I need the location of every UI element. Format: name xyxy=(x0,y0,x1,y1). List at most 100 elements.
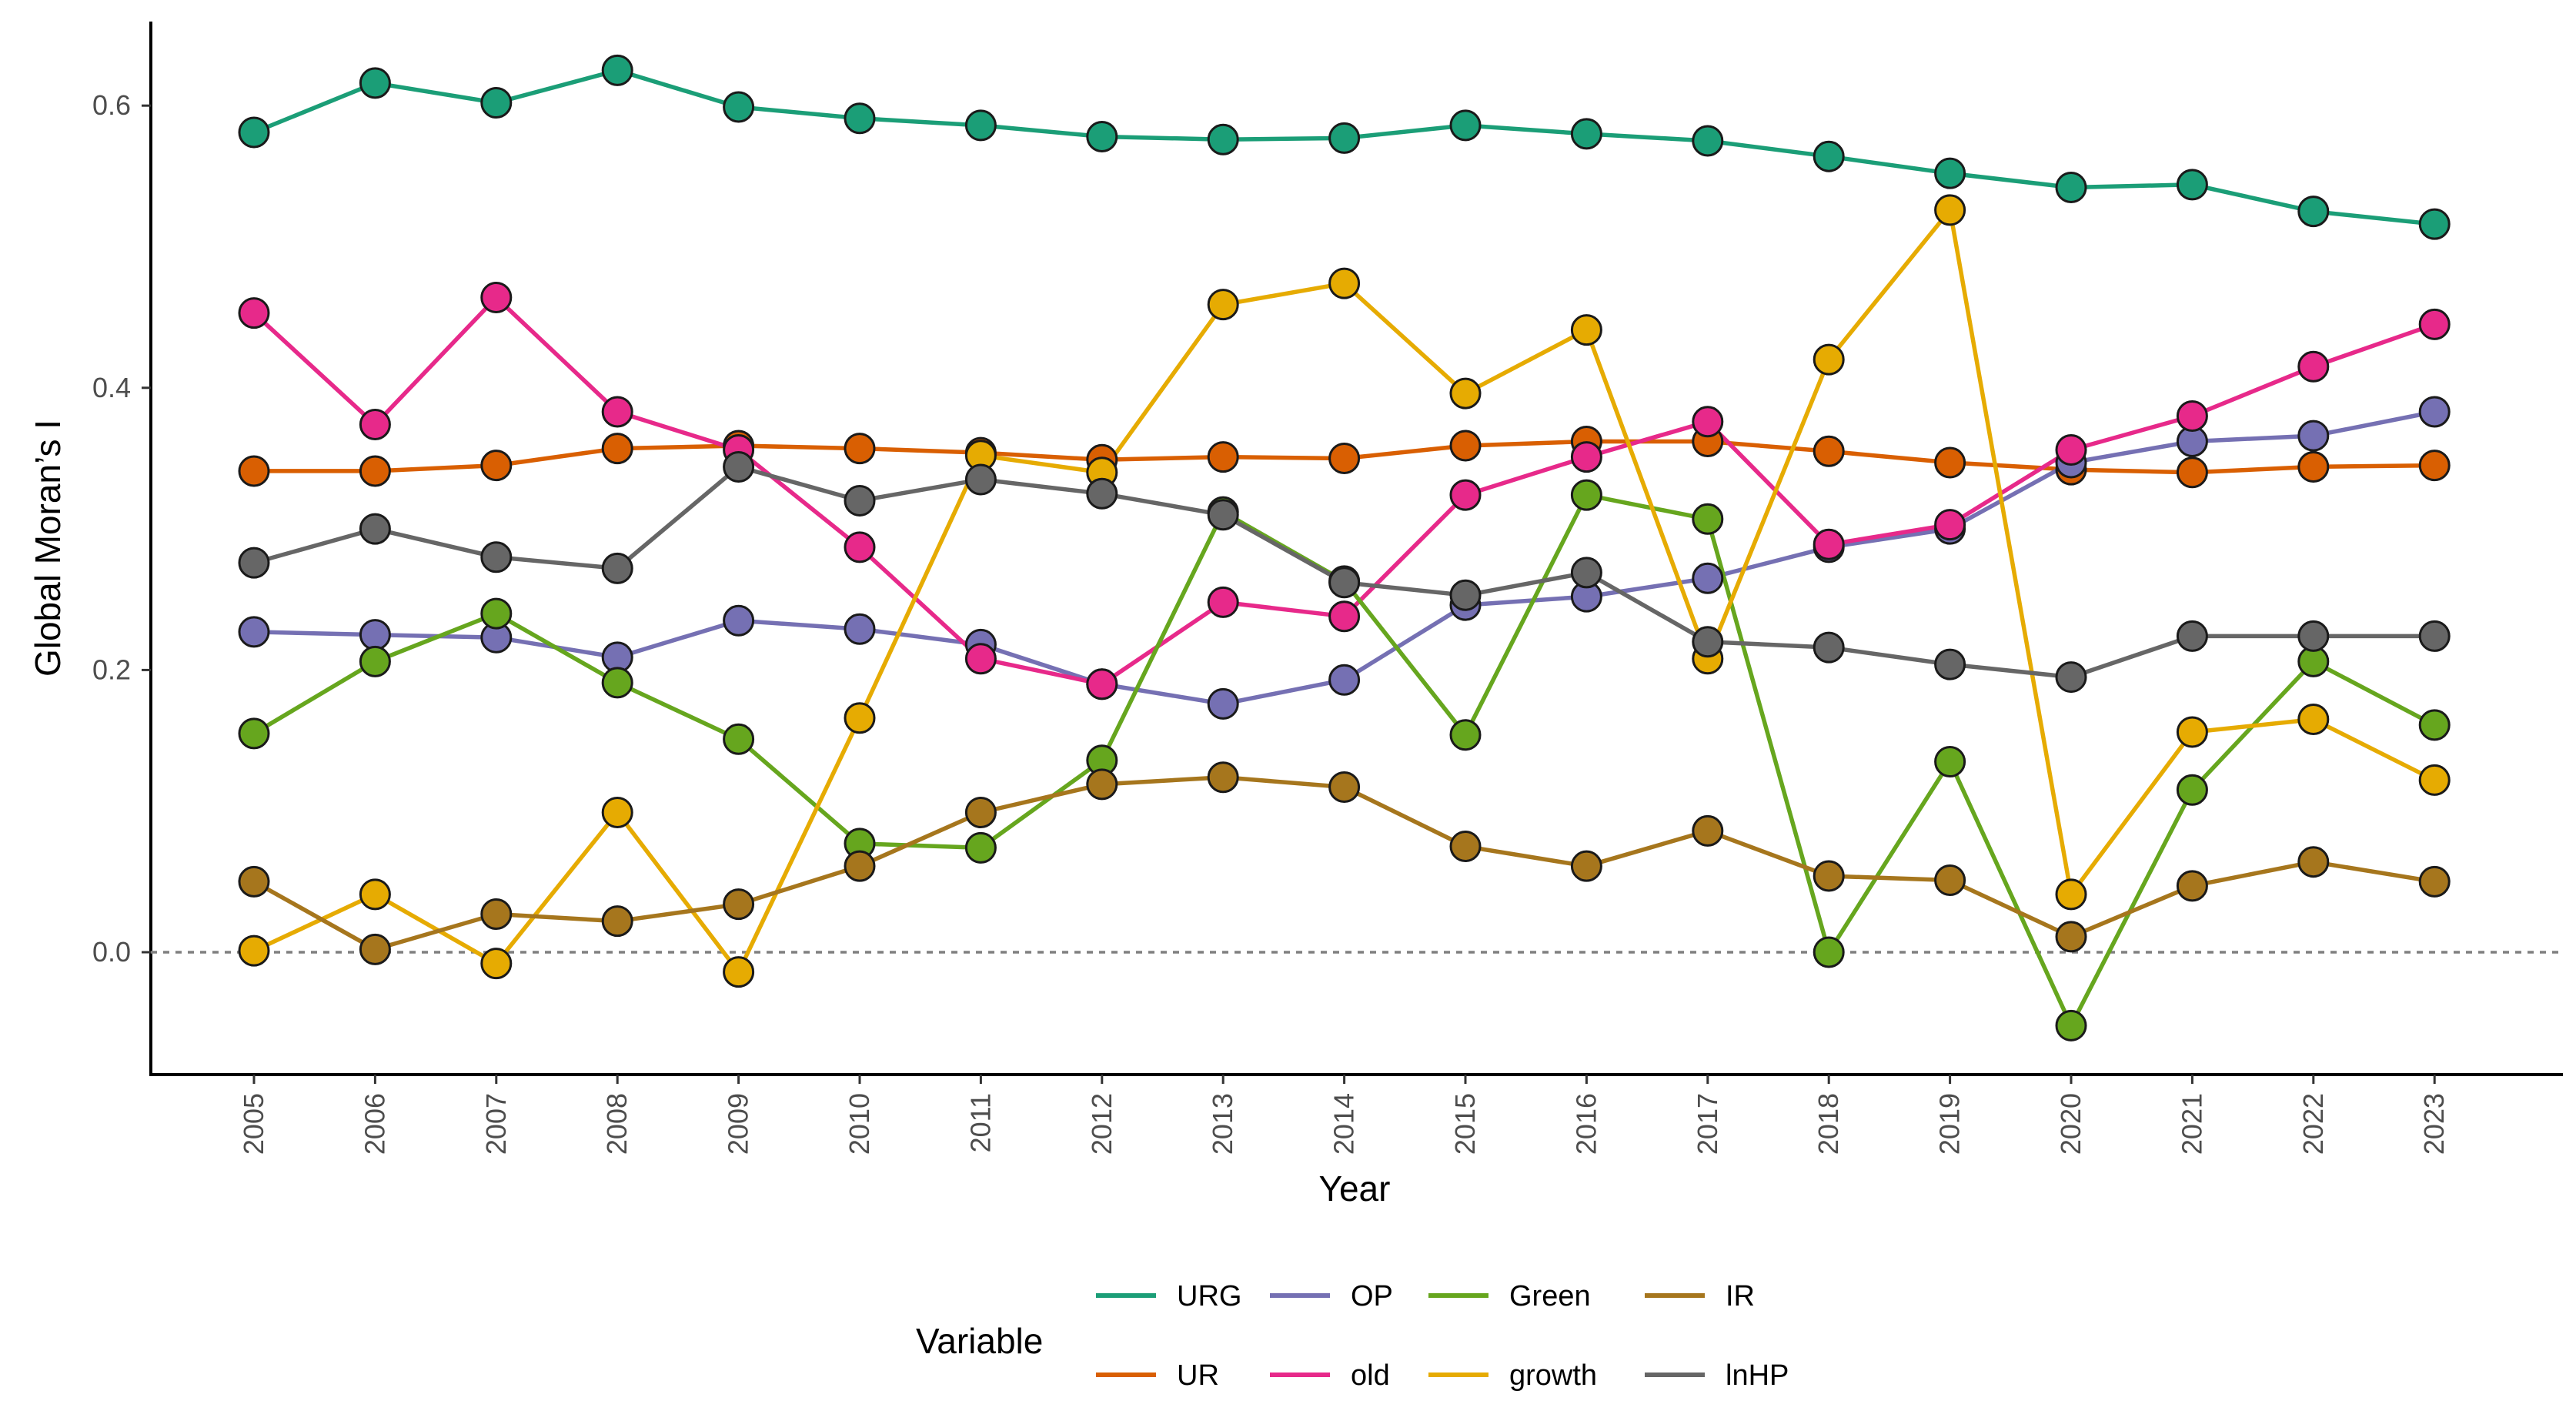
series-points xyxy=(238,54,2451,1042)
point-urg-2016 xyxy=(1570,118,1602,150)
point-op-2006 xyxy=(359,619,391,651)
legend-label-urg: URG xyxy=(1177,1280,1241,1312)
point-lnhp-2012 xyxy=(1086,477,1118,510)
point-old-2017 xyxy=(1692,406,1724,438)
point-old-2021 xyxy=(2176,400,2208,432)
point-growth-2021 xyxy=(2176,716,2208,748)
point-ur-2005 xyxy=(238,455,270,487)
point-green-2016 xyxy=(1570,479,1602,511)
point-green-2018 xyxy=(1813,936,1845,968)
point-lnhp-2011 xyxy=(964,463,997,496)
point-ir-2008 xyxy=(601,905,633,938)
x-tick-label: 2014 xyxy=(1328,1093,1360,1155)
x-tick-label: 2020 xyxy=(2055,1093,2087,1155)
point-lnhp-2006 xyxy=(359,513,391,545)
point-green-2021 xyxy=(2176,774,2208,806)
point-lnhp-2013 xyxy=(1207,499,1239,531)
point-old-2022 xyxy=(2297,350,2330,383)
x-tick-label: 2010 xyxy=(844,1093,875,1155)
point-old-2008 xyxy=(601,396,633,428)
point-old-2010 xyxy=(844,531,876,563)
point-op-2009 xyxy=(723,604,755,637)
point-old-2016 xyxy=(1570,441,1602,473)
point-lnhp-2009 xyxy=(723,450,755,483)
y-axis-ticks: 0.0 0.2 0.4 0.6 xyxy=(92,89,151,968)
point-ur-2018 xyxy=(1813,435,1845,467)
point-growth-2023 xyxy=(2418,764,2451,796)
point-op-2017 xyxy=(1692,562,1724,594)
point-urg-2005 xyxy=(238,116,270,149)
point-ur-2015 xyxy=(1449,430,1482,462)
point-growth-2006 xyxy=(359,878,391,911)
point-ir-2022 xyxy=(2297,846,2330,878)
legend-label-ir: IR xyxy=(1726,1280,1755,1312)
point-growth-2022 xyxy=(2297,704,2330,736)
point-ur-2006 xyxy=(359,455,391,487)
point-ir-2017 xyxy=(1692,814,1724,847)
point-urg-2015 xyxy=(1449,109,1482,142)
point-ir-2006 xyxy=(359,933,391,965)
point-old-2014 xyxy=(1328,600,1361,633)
point-lnhp-2016 xyxy=(1570,557,1602,589)
point-green-2023 xyxy=(2418,709,2451,741)
x-tick-label: 2012 xyxy=(1086,1093,1118,1155)
point-op-2005 xyxy=(238,616,270,648)
point-urg-2011 xyxy=(964,109,997,142)
point-ir-2011 xyxy=(964,797,997,829)
point-lnhp-2022 xyxy=(2297,620,2330,652)
legend-label-old: old xyxy=(1351,1359,1390,1392)
point-old-2020 xyxy=(2055,433,2087,466)
point-urg-2007 xyxy=(480,87,513,119)
point-lnhp-2010 xyxy=(844,484,876,517)
point-green-2020 xyxy=(2055,1009,2087,1042)
point-green-2015 xyxy=(1449,719,1482,751)
point-urg-2017 xyxy=(1692,125,1724,157)
point-old-2013 xyxy=(1207,586,1239,618)
point-urg-2021 xyxy=(2176,169,2208,201)
point-green-2019 xyxy=(1934,746,1966,778)
point-op-2022 xyxy=(2297,420,2330,452)
legend-items: URG OP Green IR UR old growth lnHP xyxy=(1096,1280,1789,1392)
point-ir-2015 xyxy=(1449,831,1482,863)
x-tick-label: 2011 xyxy=(964,1093,996,1152)
point-growth-2013 xyxy=(1207,289,1239,321)
point-op-2023 xyxy=(2418,396,2451,428)
point-growth-2005 xyxy=(238,935,270,967)
point-ir-2021 xyxy=(2176,870,2208,902)
x-tick-label: 2017 xyxy=(1692,1093,1723,1155)
point-old-2007 xyxy=(480,281,513,313)
point-urg-2014 xyxy=(1328,122,1361,154)
point-urg-2013 xyxy=(1207,123,1239,155)
point-urg-2012 xyxy=(1086,121,1118,153)
point-green-2009 xyxy=(723,723,755,755)
point-old-2006 xyxy=(359,408,391,440)
legend: Variable URG OP Green IR UR old growth lnHP xyxy=(916,1280,1789,1392)
point-old-2023 xyxy=(2418,308,2451,340)
point-lnhp-2007 xyxy=(480,541,513,573)
legend-label-lnhp: lnHP xyxy=(1726,1359,1789,1392)
legend-label-ur: UR xyxy=(1177,1359,1219,1392)
point-ur-2021 xyxy=(2176,456,2208,489)
x-tick-label: 2018 xyxy=(1813,1093,1844,1155)
point-ir-2019 xyxy=(1934,864,1966,897)
point-green-2007 xyxy=(480,597,513,630)
series-lines xyxy=(252,68,2436,1028)
point-green-2017 xyxy=(1692,503,1724,535)
x-axis-title: Year xyxy=(1319,1169,1391,1209)
point-op-2010 xyxy=(844,613,876,645)
legend-label-growth: growth xyxy=(1509,1359,1597,1392)
point-ur-2013 xyxy=(1207,441,1239,473)
point-old-2005 xyxy=(238,297,270,329)
point-growth-2010 xyxy=(844,702,876,734)
point-growth-2016 xyxy=(1570,314,1602,346)
point-ur-2008 xyxy=(601,433,633,465)
point-growth-2020 xyxy=(2055,878,2087,911)
point-old-2015 xyxy=(1449,479,1482,511)
legend-label-green: Green xyxy=(1509,1280,1591,1312)
point-op-2014 xyxy=(1328,664,1361,696)
point-urg-2019 xyxy=(1934,157,1966,189)
point-lnhp-2014 xyxy=(1328,567,1361,599)
point-growth-2015 xyxy=(1449,377,1482,410)
x-tick-label: 2019 xyxy=(1934,1093,1966,1155)
point-green-2011 xyxy=(964,831,997,864)
